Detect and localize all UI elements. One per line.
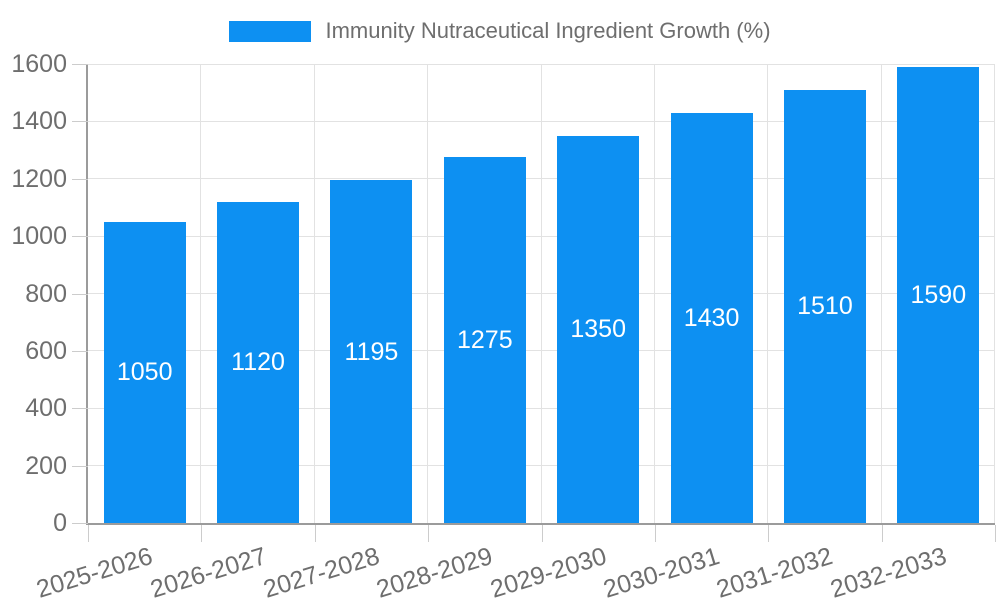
y-tick-label: 1200 [11,164,67,193]
gridline [88,235,995,237]
x-tick-label: 2025-2026 [33,542,156,600]
plot-area: 1050 1120 1195 1275 1350 1430 1510 1590 [86,63,995,525]
x-tick-label: 2029-2030 [486,542,610,600]
bar[interactable] [897,66,980,523]
bar[interactable] [330,180,413,523]
bar-value-label: 1510 [797,292,853,321]
gridline [88,350,995,352]
x-axis-tick-icon [201,525,203,542]
bar-value-label: 1590 [910,280,967,309]
gridline [767,64,769,523]
x-axis-tick-icon [768,525,770,542]
gridline [88,407,995,409]
bar[interactable] [443,157,526,523]
gridline [540,64,542,523]
gridline [88,465,995,467]
x-axis-tick-icon [428,525,430,542]
bar-value-label: 1120 [231,348,285,377]
y-axis-tick-icon [72,350,88,352]
y-axis-tick-icon [72,178,88,180]
legend-swatch-icon [229,20,312,42]
y-tick-label: 200 [25,451,67,480]
x-axis-tick-icon [314,525,316,542]
x-axis-tick-icon [88,525,89,542]
y-axis-tick-icon [72,293,88,295]
gridline [88,120,995,122]
x-tick-label: 2027-2028 [260,542,383,600]
bar-value-label: 1430 [683,303,740,332]
x-axis-tick-icon [881,525,883,542]
gridline [994,64,995,523]
gridline [88,63,995,65]
gridline [88,178,995,180]
legend-label: Immunity Nutraceutical Ingredient Growth… [325,18,771,43]
chart-legend[interactable]: Immunity Nutraceutical Ingredient Growth… [0,18,1000,44]
x-tick-label: 2032-2033 [826,542,950,600]
bar[interactable] [557,135,640,523]
y-axis-tick-icon [72,236,88,238]
bar[interactable] [783,89,866,523]
gridline [313,64,315,523]
y-tick-label: 1400 [11,107,67,136]
gridline [200,64,202,523]
x-axis-tick-icon [995,525,996,542]
gridline [427,64,429,523]
y-tick-label: 400 [25,394,67,423]
x-tick-label: 2028-2029 [373,542,496,600]
y-tick-label: 1000 [11,222,67,251]
y-tick-label: 800 [25,279,67,308]
x-tick-label: 2031-2032 [713,542,837,600]
y-axis-tick-icon [72,64,88,65]
x-axis-tick-icon [654,525,656,542]
x-tick-label: 2026-2027 [146,542,270,600]
bar-value-label: 1050 [116,358,173,387]
gridline [88,293,995,294]
gridline [880,64,882,523]
x-axis-tick-icon [541,525,543,542]
bar-value-label: 1195 [344,337,399,366]
bar[interactable] [670,112,753,523]
bar[interactable] [103,221,186,523]
y-axis-tick-icon [72,465,88,467]
bar[interactable] [217,201,300,523]
y-tick-label: 600 [25,336,67,365]
y-tick-label: 0 [53,509,67,537]
gridline [653,64,655,523]
x-tick-label: 2030-2031 [600,542,723,600]
bar-value-label: 1275 [457,326,513,355]
y-axis-tick-icon [72,121,88,123]
y-axis-tick-icon [72,408,88,410]
y-axis-tick-icon [72,523,88,524]
y-tick-label: 1600 [11,50,67,78]
bar-value-label: 1350 [570,315,626,344]
